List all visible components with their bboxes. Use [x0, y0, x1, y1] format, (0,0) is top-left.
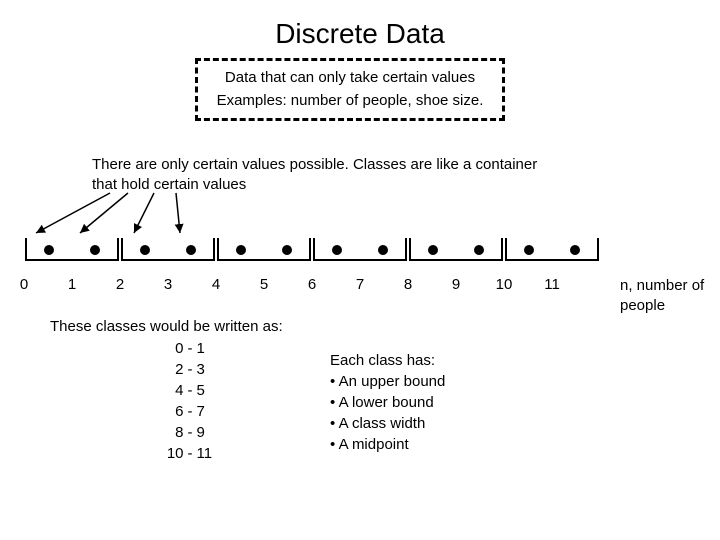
axis-tick: 4 — [212, 276, 220, 293]
axis-tick: 11 — [544, 276, 560, 293]
classes-intro: These classes would be written as: — [50, 318, 283, 335]
page-title: Discrete Data — [0, 18, 720, 50]
class-row: 4-5 — [150, 380, 230, 401]
axis-tick: 6 — [308, 276, 316, 293]
axis-tick: 5 — [260, 276, 268, 293]
class-properties-box: Each class has: An upper boundA lower bo… — [330, 350, 445, 455]
class-row: 6-7 — [150, 401, 230, 422]
class-row: 8-9 — [150, 422, 230, 443]
class-property-item: An upper bound — [330, 371, 445, 392]
axis-tick: 8 — [404, 276, 412, 293]
axis-tick: 7 — [356, 276, 364, 293]
axis-tick: 9 — [452, 276, 460, 293]
axis-tick: 0 — [20, 276, 28, 293]
definition-line-2: Examples: number of people, shoe size. — [206, 90, 494, 113]
axis-tick: 2 — [116, 276, 124, 293]
class-row: 0-1 — [150, 338, 230, 359]
axis-tick-row: 0 1 2 3 4 5 6 7 8 9 10 11 — [0, 276, 720, 300]
class-properties-heading: Each class has: — [330, 350, 445, 371]
definition-box: Data that can only take certain values E… — [195, 58, 505, 121]
axis-tick: 10 — [496, 276, 513, 293]
class-row: 2-3 — [150, 359, 230, 380]
axis-tick: 1 — [68, 276, 76, 293]
definition-line-1: Data that can only take certain values — [206, 67, 494, 90]
class-property-item: A lower bound — [330, 392, 445, 413]
axis-label: n, number of people — [620, 276, 715, 315]
class-list: 0-12-34-56-78-910-11 — [150, 338, 230, 464]
class-row: 10-11 — [150, 443, 230, 464]
axis-tick: 3 — [164, 276, 172, 293]
class-property-item: A midpoint — [330, 434, 445, 455]
class-property-item: A class width — [330, 413, 445, 434]
